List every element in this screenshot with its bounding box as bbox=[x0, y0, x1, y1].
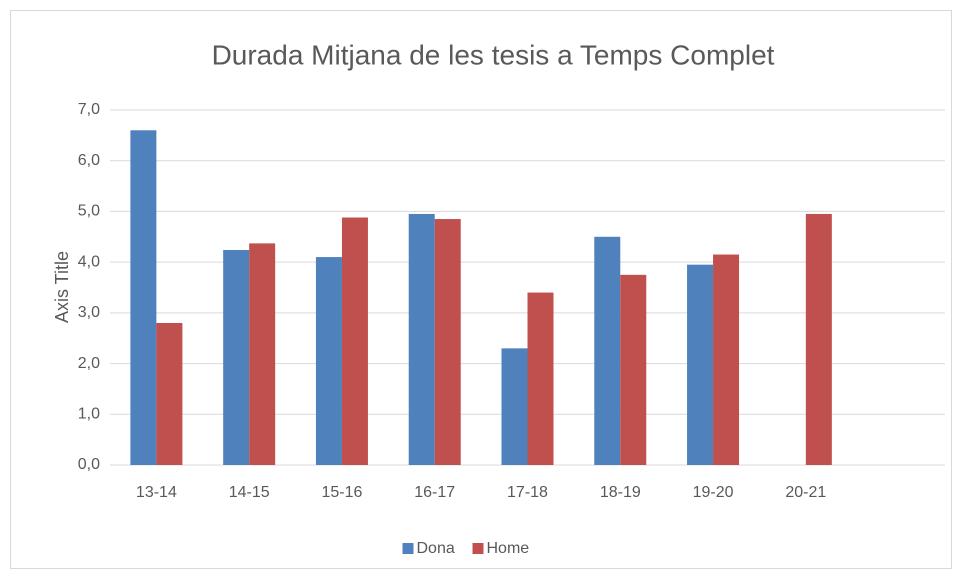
bar bbox=[713, 254, 740, 465]
bar bbox=[620, 274, 647, 465]
x-tick-label: 17-18 bbox=[507, 484, 548, 501]
bar bbox=[315, 257, 342, 465]
y-tick-label: 7,0 bbox=[78, 101, 100, 118]
y-tick-label: 4,0 bbox=[78, 253, 100, 270]
bar bbox=[501, 348, 528, 465]
x-tick-label: 18-19 bbox=[600, 484, 641, 501]
bar bbox=[341, 217, 368, 465]
bar bbox=[130, 130, 157, 466]
x-tick-label: 14-15 bbox=[229, 484, 270, 501]
x-tick-label: 20-21 bbox=[785, 484, 826, 501]
legend-swatch bbox=[472, 543, 484, 554]
bar bbox=[687, 264, 714, 465]
legend-label: Home bbox=[487, 540, 530, 557]
bar bbox=[156, 323, 183, 465]
bar bbox=[527, 292, 554, 465]
y-tick-label: 3,0 bbox=[78, 304, 100, 321]
bar bbox=[805, 213, 832, 465]
y-tick-label: 0,0 bbox=[78, 456, 100, 473]
x-tick-label: 19-20 bbox=[693, 484, 734, 501]
y-tick-label: 1,0 bbox=[78, 406, 100, 423]
x-tick-label: 15-16 bbox=[321, 484, 362, 501]
legend-swatch bbox=[402, 543, 414, 554]
x-tick-label: 13-14 bbox=[136, 484, 177, 501]
bar bbox=[223, 249, 250, 465]
y-tick-label: 2,0 bbox=[78, 355, 100, 372]
bar bbox=[434, 219, 461, 465]
y-tick-label: 6,0 bbox=[78, 152, 100, 169]
legend-label: Dona bbox=[417, 540, 455, 557]
chart-border bbox=[10, 10, 952, 569]
x-tick-label: 16-17 bbox=[414, 484, 455, 501]
bar bbox=[408, 213, 435, 465]
chart-title: Durada Mitjana de les tesis a Temps Comp… bbox=[212, 39, 775, 70]
bar bbox=[249, 243, 276, 465]
y-tick-label: 5,0 bbox=[78, 203, 100, 220]
bar bbox=[594, 236, 621, 465]
y-axis-title: Axis Title bbox=[52, 251, 72, 323]
